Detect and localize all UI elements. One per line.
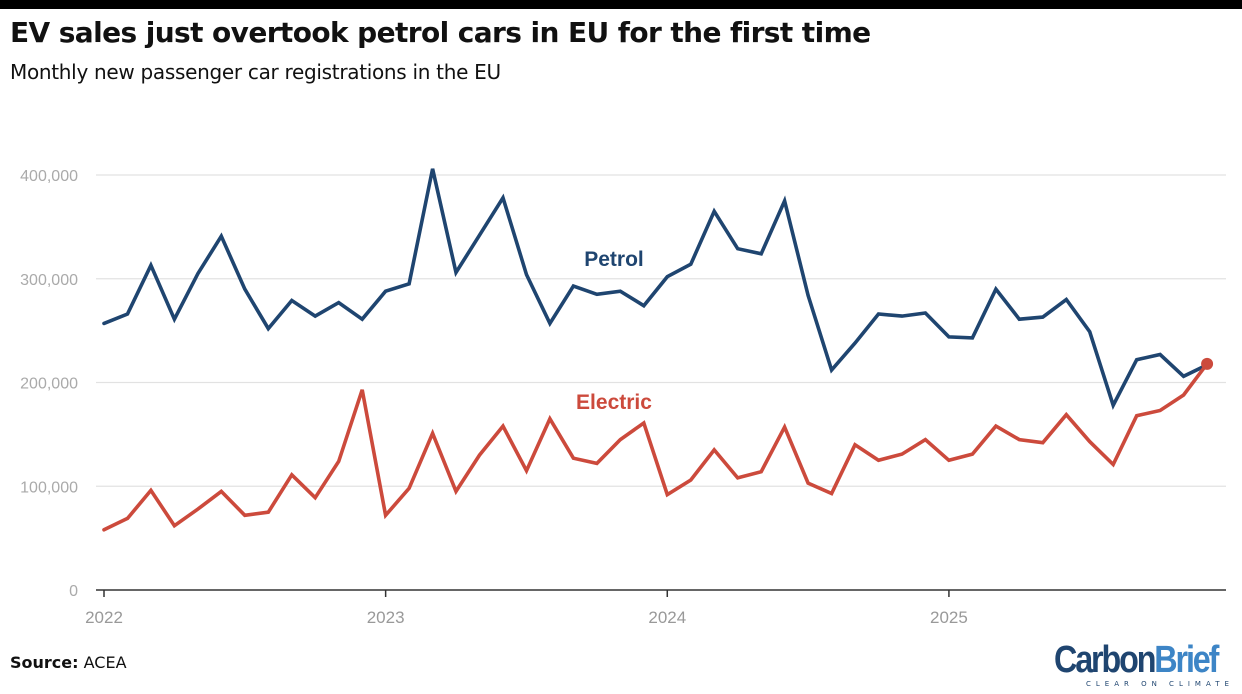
y-tick-label: 400,000 <box>20 168 78 185</box>
series-line-electric <box>102 361 1209 532</box>
y-tick-label: 0 <box>69 583 78 600</box>
y-tick-label: 300,000 <box>20 272 78 289</box>
series-label-petrol: Petrol <box>584 248 644 271</box>
logo-part2: Brief <box>1154 639 1219 681</box>
logo-tagline: CLEAR ON CLIMATE <box>1086 680 1234 688</box>
source-note: Source: ACEA <box>10 653 127 672</box>
chart-subtitle: Monthly new passenger car registrations … <box>10 60 501 84</box>
logo-part1: Carbon <box>1054 639 1156 681</box>
x-tick-label: 2023 <box>367 608 405 627</box>
source-value: ACEA <box>83 653 127 672</box>
carbonbrief-logo: CarbonBrief CLEAR ON CLIMATE <box>1054 640 1229 694</box>
x-tick-label: 2025 <box>930 608 968 627</box>
y-tick-label: 100,000 <box>20 479 78 496</box>
chart-title: EV sales just overtook petrol cars in EU… <box>10 16 871 49</box>
series-line-petrol <box>102 168 1209 410</box>
series-label-electric: Electric <box>576 391 652 414</box>
end-marker-electric <box>1201 357 1214 370</box>
x-tick-label: 2022 <box>85 608 123 627</box>
top-bar <box>0 0 1242 9</box>
x-tick-label: 2024 <box>648 608 686 627</box>
y-tick-label: 200,000 <box>20 376 78 393</box>
source-label: Source: <box>10 653 79 672</box>
